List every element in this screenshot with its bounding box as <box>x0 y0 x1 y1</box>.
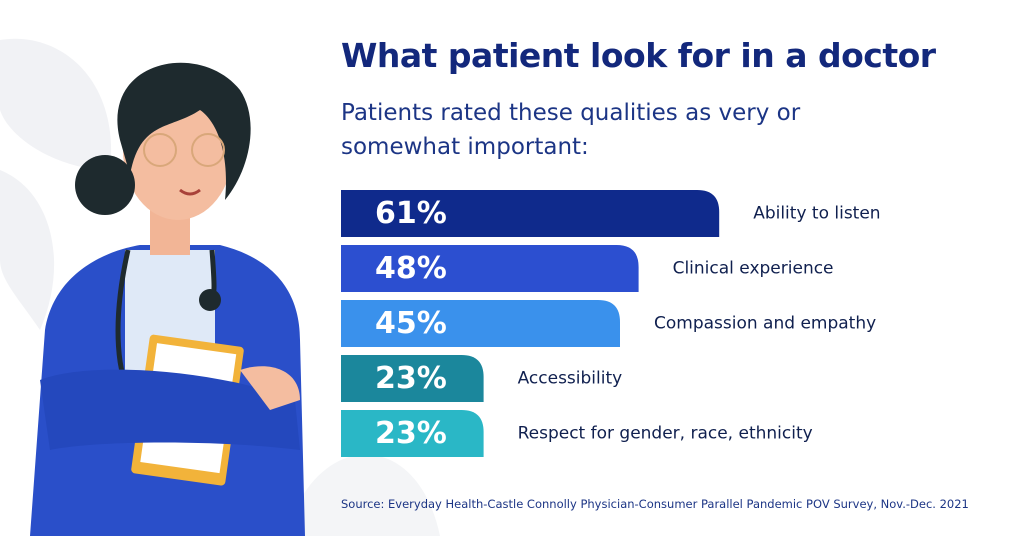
category-label: Accessibility <box>518 369 623 389</box>
source-note: Source: Everyday Health-Castle Connolly … <box>341 497 969 511</box>
category-label: Clinical experience <box>673 259 834 279</box>
bar <box>341 190 720 237</box>
value-label: 23% <box>375 416 447 451</box>
bar <box>341 355 484 402</box>
value-label: 45% <box>375 306 447 341</box>
value-label: 23% <box>375 361 447 396</box>
category-label: Ability to listen <box>753 204 880 224</box>
category-label: Compassion and empathy <box>654 314 876 334</box>
category-label: Respect for gender, race, ethnicity <box>518 424 813 444</box>
bar <box>341 245 639 292</box>
bar <box>341 300 620 347</box>
bar <box>341 410 484 457</box>
value-label: 48% <box>375 251 447 286</box>
chart-subtitle: Patients rated these qualities as very o… <box>341 100 801 160</box>
chart-title: What patient look for in a doctor <box>341 36 936 75</box>
illustration <box>0 38 440 536</box>
value-label: 61% <box>375 196 447 231</box>
